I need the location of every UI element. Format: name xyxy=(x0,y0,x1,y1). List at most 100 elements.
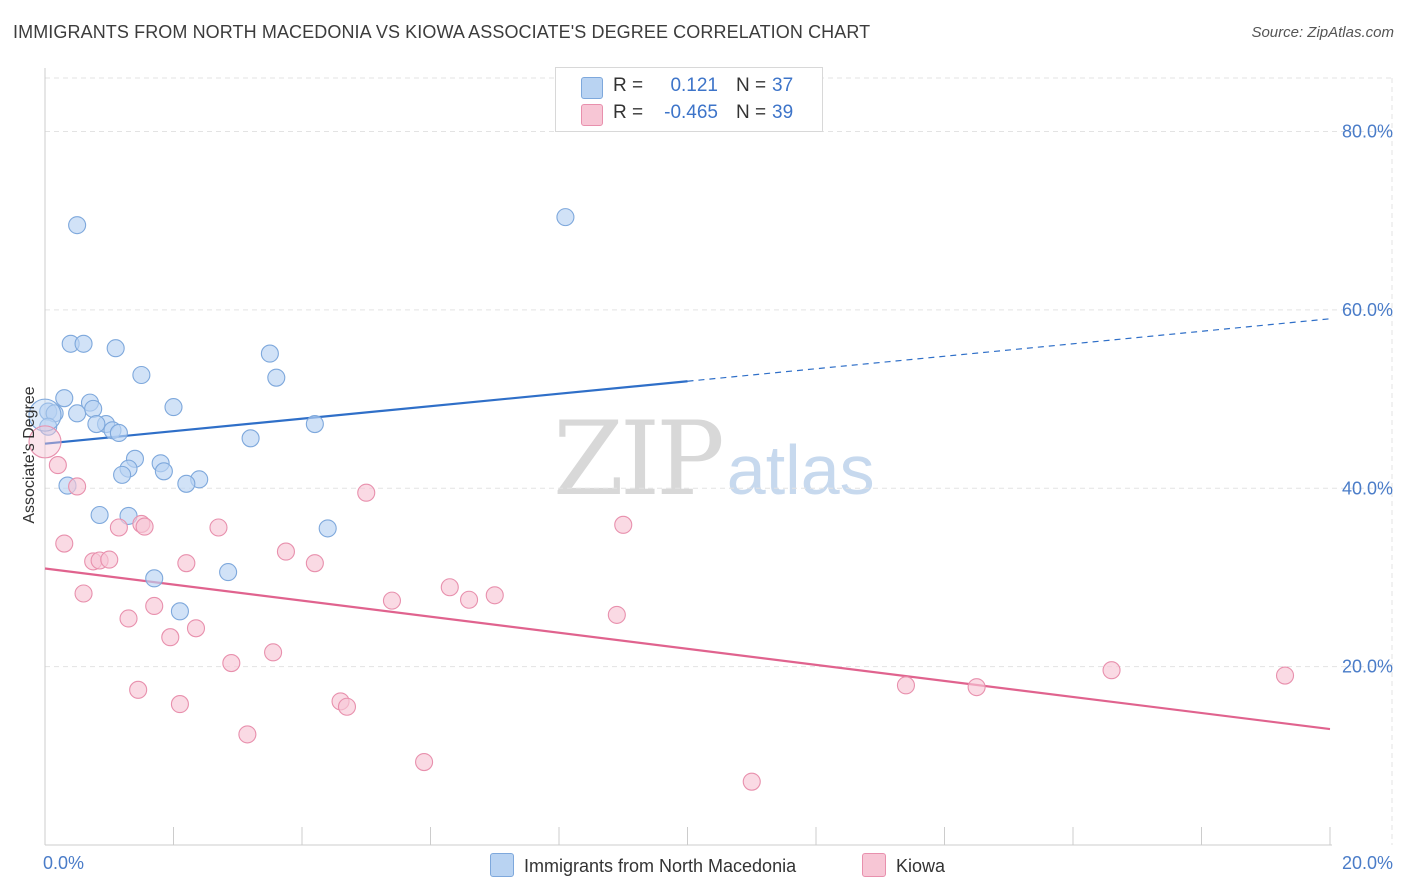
legend-row-kiowa: R = -0.465 N = 39 xyxy=(556,101,822,127)
watermark-zip: ZIP xyxy=(553,400,725,519)
point-kiowa xyxy=(337,697,357,716)
point-kiowa xyxy=(170,695,189,714)
data-points xyxy=(28,208,1295,791)
point-kiowa xyxy=(238,725,257,744)
point-kiowa xyxy=(129,680,148,699)
point-kiowa xyxy=(119,609,138,628)
point-kiowa xyxy=(485,586,504,605)
series-name: Kiowa xyxy=(896,856,946,876)
point-north-macedonia xyxy=(109,423,128,443)
point-north-macedonia xyxy=(28,398,62,432)
point-kiowa xyxy=(55,534,74,553)
gridlines xyxy=(45,77,1393,845)
point-north-macedonia xyxy=(132,365,151,385)
point-north-macedonia xyxy=(556,208,575,227)
point-north-macedonia xyxy=(305,414,324,434)
point-kiowa xyxy=(357,483,376,502)
blue-swatch-icon xyxy=(581,77,603,99)
point-north-macedonia xyxy=(267,368,286,387)
point-kiowa xyxy=(459,590,479,609)
legend-row-north-macedonia: R = 0.121 N = 37 xyxy=(556,74,822,100)
tick-labels: 20.0% 40.0% 60.0% 80.0% 0.0% 20.0% xyxy=(43,122,1393,873)
legend-r-label: R = xyxy=(613,102,644,123)
point-north-macedonia xyxy=(119,506,138,525)
x-tick-label-min: 0.0% xyxy=(43,853,84,873)
y-axis-label: Associate's Degree xyxy=(21,386,38,523)
point-kiowa xyxy=(305,554,324,573)
point-north-macedonia xyxy=(68,404,87,423)
legend-n-value: 37 xyxy=(772,75,794,96)
bottom-legend-north-macedonia: Immigrants from North Macedonia xyxy=(490,853,796,877)
watermark: ZIPatlas xyxy=(553,400,875,519)
legend-r-value: 0.121 xyxy=(670,75,718,96)
point-kiowa xyxy=(896,676,916,695)
blue-swatch-icon xyxy=(490,853,514,877)
point-kiowa xyxy=(967,678,986,697)
point-north-macedonia xyxy=(170,602,189,621)
point-kiowa xyxy=(186,619,206,638)
trend-line-dashed xyxy=(687,318,1331,382)
point-kiowa xyxy=(264,643,283,662)
point-kiowa xyxy=(440,578,459,597)
point-north-macedonia xyxy=(55,389,74,408)
point-kiowa xyxy=(209,518,228,537)
point-north-macedonia xyxy=(177,474,196,493)
point-north-macedonia xyxy=(74,334,93,353)
point-north-macedonia xyxy=(68,216,87,235)
point-north-macedonia xyxy=(219,563,238,582)
trend-lines xyxy=(44,318,1331,731)
point-kiowa xyxy=(1102,661,1121,680)
axes xyxy=(44,68,1332,846)
point-north-macedonia xyxy=(260,344,279,363)
point-kiowa xyxy=(74,584,93,603)
correlation-legend: R = 0.121 N = 37 R = -0.465 N = 39 xyxy=(555,67,823,132)
legend-n-label: N = xyxy=(736,75,767,96)
point-kiowa xyxy=(276,542,295,561)
chart-title: IMMIGRANTS FROM NORTH MACEDONIA VS KIOWA… xyxy=(13,22,871,42)
legend-r-value: -0.465 xyxy=(664,102,718,123)
legend-r-label: R = xyxy=(613,75,644,96)
point-kiowa xyxy=(415,753,434,772)
point-north-macedonia xyxy=(90,505,109,525)
trend-line-solid xyxy=(44,380,688,445)
pink-swatch-icon xyxy=(581,104,603,126)
point-north-macedonia xyxy=(87,414,106,434)
point-north-macedonia xyxy=(164,398,183,417)
point-kiowa xyxy=(614,515,633,534)
point-kiowa xyxy=(100,550,119,569)
point-north-macedonia xyxy=(241,429,260,448)
y-tick-label: 40.0% xyxy=(1342,478,1393,498)
y-tick-label: 20.0% xyxy=(1342,657,1393,677)
y-tick-label: 80.0% xyxy=(1342,122,1393,142)
point-kiowa xyxy=(68,477,87,496)
x-tick-label-max: 20.0% xyxy=(1342,853,1393,873)
point-kiowa xyxy=(135,517,154,536)
point-kiowa xyxy=(742,772,761,791)
point-north-macedonia xyxy=(113,465,132,484)
point-kiowa xyxy=(28,425,62,459)
point-north-macedonia xyxy=(84,399,103,418)
legend-n-value: 39 xyxy=(772,102,794,123)
point-kiowa xyxy=(382,591,402,610)
trend-line-solid xyxy=(44,567,1331,731)
point-kiowa xyxy=(48,456,67,475)
point-kiowa xyxy=(161,628,180,647)
point-kiowa xyxy=(145,596,164,616)
point-kiowa xyxy=(222,654,241,673)
bottom-legend-kiowa: Kiowa xyxy=(862,853,945,877)
point-kiowa xyxy=(109,518,128,537)
y-tick-label: 60.0% xyxy=(1342,300,1393,320)
legend-n-label: N = xyxy=(736,102,767,123)
point-kiowa xyxy=(607,605,626,624)
point-north-macedonia xyxy=(106,339,125,358)
pink-swatch-icon xyxy=(862,853,886,877)
series-name: Immigrants from North Macedonia xyxy=(524,856,797,876)
watermark-atlas: atlas xyxy=(726,431,875,509)
point-north-macedonia xyxy=(154,462,173,481)
source-label: Source: ZipAtlas.com xyxy=(1251,24,1394,41)
point-north-macedonia xyxy=(145,569,164,588)
point-kiowa xyxy=(177,554,196,573)
point-kiowa xyxy=(1275,666,1295,685)
point-north-macedonia xyxy=(318,519,337,538)
